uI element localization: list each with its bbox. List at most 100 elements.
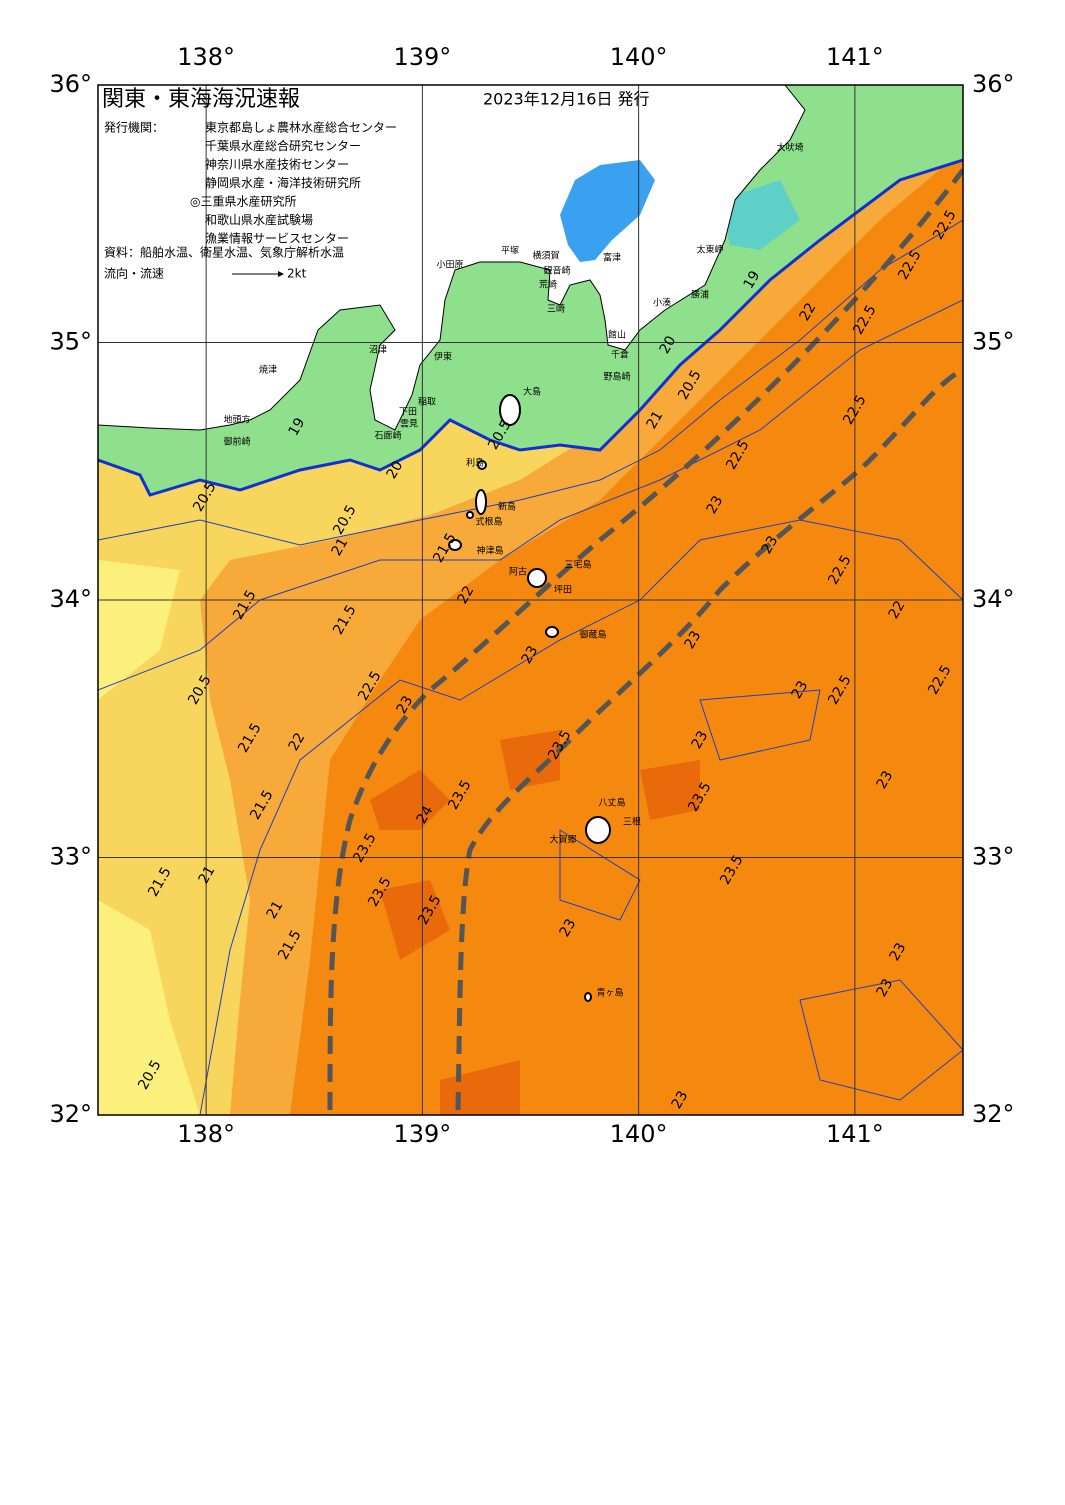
contour-label: 23: [874, 768, 897, 791]
place-name: 三根: [623, 816, 641, 828]
place-name: 勝浦: [691, 289, 709, 301]
place-name: 八丈島: [598, 797, 625, 809]
contour-label: 23: [887, 940, 910, 963]
lon-label-top: 141°: [826, 43, 884, 71]
kuroshio: [327, 168, 963, 1111]
place-name: 三崎: [547, 303, 565, 315]
place-name: 神津島: [476, 545, 503, 557]
grid: [98, 85, 963, 1115]
place-name: 野島崎: [603, 371, 630, 383]
place-name: 新島: [498, 501, 516, 513]
contour-label: 20: [657, 333, 680, 356]
title: 関東・東海海況速報: [102, 87, 300, 112]
isotherm-main: [98, 158, 963, 497]
place-name: 小湊: [653, 297, 671, 309]
contour-label: 22: [886, 598, 909, 621]
place-name: 大吠埼: [776, 142, 803, 154]
legend-arrowhead: [278, 271, 284, 277]
issuer: 漁業情報サービスセンター: [205, 232, 349, 246]
lon-label-bottom: 140°: [610, 1120, 668, 1148]
place-name: 千倉: [611, 349, 629, 361]
place-name: 横須賀: [532, 250, 559, 262]
lon-label-top: 140°: [610, 43, 668, 71]
sea-cooler: [98, 560, 200, 1115]
place-name: 青ヶ島: [596, 987, 623, 999]
place-name: 観音崎: [543, 265, 570, 277]
place-name: 御前崎: [223, 436, 250, 448]
lat-label-right: 33°: [972, 843, 1015, 871]
lon-label-bottom: 139°: [393, 1120, 451, 1148]
place-name: 沼津: [369, 345, 387, 356]
contour-label: 23: [689, 728, 712, 751]
sea-hot: [370, 730, 700, 1115]
lat-label-right: 35°: [972, 328, 1015, 356]
place-name: 焼津: [259, 365, 277, 376]
contour-label: 23: [682, 628, 705, 651]
contour-label: 24: [414, 803, 437, 827]
lon-label-bottom: 141°: [826, 1120, 884, 1148]
place-name: 大島: [523, 386, 541, 398]
islands: [448, 394, 611, 1002]
date: 2023年12月16日 発行: [483, 90, 650, 109]
place-name: 三宅島: [564, 559, 591, 571]
issuer: 和歌山県水産試験場: [205, 212, 313, 227]
contour-label: 22: [455, 583, 478, 606]
sea-colder: [720, 180, 800, 250]
tokyo-bay: [560, 160, 655, 262]
place-name: 太東岬: [696, 244, 723, 256]
place-name: 伊東: [434, 351, 452, 363]
place-name: 御蔵島: [579, 629, 606, 641]
contour-label: 21: [196, 863, 219, 886]
lat-label-left: 32°: [49, 1100, 92, 1128]
issuer-label: 発行機関：: [104, 120, 164, 135]
issuer: 神奈川県水産技術センター: [205, 157, 349, 172]
contour-label: 19: [741, 268, 764, 291]
lon-label-bottom: 138°: [177, 1120, 235, 1148]
contour-label: 23: [519, 643, 542, 666]
ticks: 138° 138° 139° 139° 140° 140° 141° 141° 32° 32° 33…: [49, 43, 1014, 1148]
issuer: 千葉県水産総合研究センター: [205, 138, 361, 153]
place-name: 富津: [603, 252, 621, 264]
issuer: ◎三重県水産研究所: [190, 194, 296, 209]
place-name: 地頭方: [223, 414, 250, 426]
lat-label-left: 33°: [49, 843, 92, 871]
contour-label: 20: [384, 458, 407, 481]
place-name: 館山: [608, 329, 626, 341]
place-name: 荒崎: [539, 279, 557, 291]
lat-label-right: 34°: [972, 585, 1015, 613]
place-name: 利島: [466, 457, 484, 469]
place-name: 雲見: [400, 419, 418, 430]
lat-label-left: 34°: [49, 585, 92, 613]
contour-label: 22: [797, 300, 820, 323]
lat-label-right: 32°: [972, 1100, 1015, 1128]
contour-label: 21: [264, 898, 287, 921]
isotherms: [98, 219, 963, 1115]
place-name: 式根島: [475, 516, 502, 528]
contour-label: 22: [286, 730, 309, 753]
contour-label: 23: [759, 533, 782, 556]
place-name: 小田原: [436, 260, 463, 271]
contour-label: 23: [394, 693, 417, 716]
frame: [97, 84, 964, 1116]
lon-label-top: 138°: [177, 43, 235, 71]
lat-label-left: 36°: [49, 70, 92, 98]
contour-label: 23: [874, 976, 897, 999]
place-name: 平塚: [501, 246, 519, 257]
place-name: 坪田: [554, 585, 572, 596]
contour-label: 21: [644, 408, 667, 431]
contour-label: 23: [704, 493, 727, 516]
lat-label-left: 35°: [49, 328, 92, 356]
place-name: 下田: [399, 407, 417, 418]
place-name: 阿古: [509, 566, 527, 578]
lat-label-right: 36°: [972, 70, 1015, 98]
place-name: 大賀郷: [549, 834, 576, 846]
legend-label: 流向・流速: [104, 266, 164, 281]
contour-label: 21: [329, 535, 352, 558]
contour-label: 23: [669, 1088, 692, 1111]
place-name: 石廊崎: [374, 430, 401, 442]
legend-speed: 2kt: [287, 267, 307, 281]
issuer: 東京都島しょ農林水産総合センター: [205, 120, 397, 135]
